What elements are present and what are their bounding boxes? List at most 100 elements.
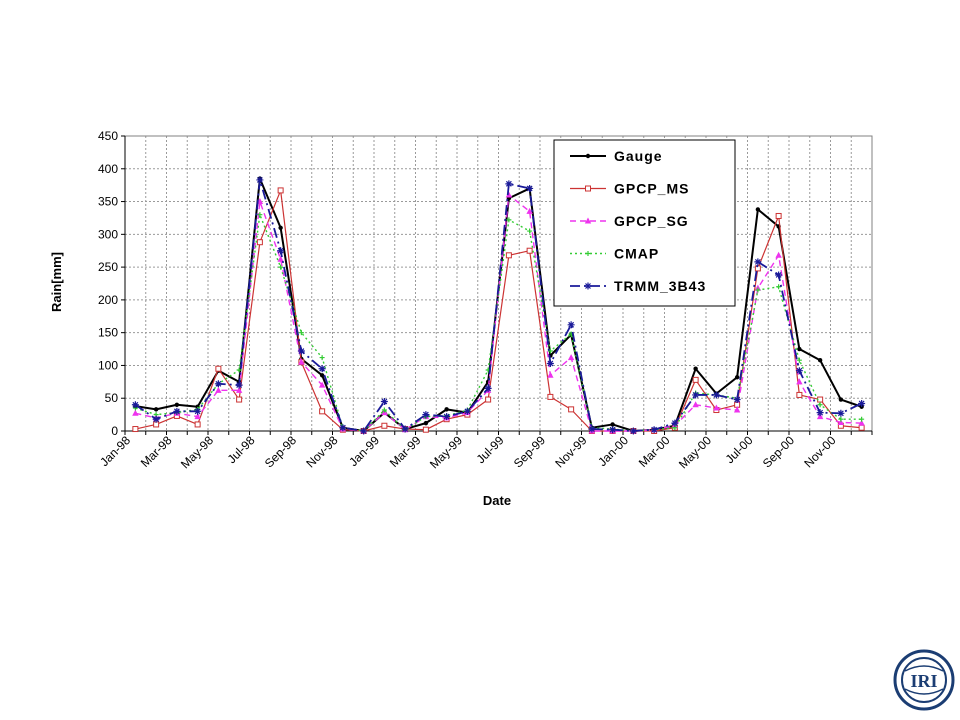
data-point	[816, 409, 824, 417]
legend-label: TRMM_3B43	[614, 278, 706, 294]
data-point	[795, 367, 803, 375]
data-point	[692, 391, 700, 399]
legend-item: GPCP_MS	[570, 181, 689, 197]
data-point	[194, 413, 201, 420]
data-point	[484, 384, 492, 392]
x-axis-title: Date	[483, 493, 511, 508]
legend-box	[553, 139, 736, 307]
x-tick-label: Jan-98	[97, 433, 133, 469]
data-point	[506, 217, 512, 223]
x-tick-label: Mar-00	[636, 433, 673, 470]
legend-item: GPCP_SG	[570, 213, 688, 229]
legend-label: Gauge	[614, 148, 663, 164]
legend-marker	[585, 185, 591, 192]
data-point	[693, 366, 698, 371]
data-point	[319, 373, 325, 378]
iri-logo-text: IRI	[910, 671, 937, 691]
data-point	[298, 330, 304, 336]
data-point	[236, 367, 242, 373]
data-point	[733, 396, 741, 404]
data-point	[381, 407, 387, 413]
data-point	[153, 407, 159, 412]
x-tick-label: Sep-00	[760, 433, 797, 470]
x-tick-label: Jul-99	[474, 433, 507, 466]
x-tick-label: Nov-99	[552, 433, 589, 470]
data-point	[485, 396, 492, 403]
data-point	[713, 404, 720, 411]
data-point	[256, 239, 263, 246]
data-point	[837, 418, 845, 425]
data-point	[650, 426, 658, 434]
data-point	[318, 381, 326, 388]
data-point	[444, 407, 449, 412]
data-point	[796, 357, 802, 363]
y-tick-label: 300	[98, 227, 118, 241]
legend-item: Gauge	[570, 148, 663, 164]
data-point	[235, 381, 243, 389]
data-point	[152, 415, 160, 423]
data-point	[297, 347, 305, 355]
data-point	[256, 176, 264, 184]
x-tick-label: Sep-99	[511, 433, 548, 470]
data-point	[859, 416, 865, 422]
legend-marker	[584, 217, 592, 224]
data-point	[277, 187, 284, 194]
data-point	[526, 247, 533, 254]
data-point	[547, 371, 554, 378]
y-tick-label: 50	[105, 391, 119, 405]
data-point	[671, 419, 679, 427]
data-point	[422, 426, 429, 433]
data-point	[526, 207, 533, 214]
data-point	[278, 264, 284, 270]
x-tick-label: Mar-99	[387, 433, 424, 470]
data-point	[568, 406, 575, 413]
y-axis-ticks: 0 50 100 150 200 250 300 350 400 450	[98, 129, 125, 438]
data-point	[132, 426, 139, 433]
legend-label: CMAP	[614, 246, 659, 262]
data-point	[775, 251, 782, 258]
iri-logo: IRI	[893, 649, 955, 711]
data-point	[858, 424, 865, 431]
data-point	[278, 225, 283, 230]
data-point	[629, 427, 637, 435]
x-tick-label: May-98	[178, 433, 216, 471]
data-point	[339, 424, 347, 432]
data-point	[567, 354, 575, 361]
data-point	[214, 380, 222, 388]
series-line	[135, 189, 862, 432]
data-point	[505, 191, 513, 198]
x-tick-label: Mar-98	[138, 433, 175, 470]
legend: Gauge GPCP_MS GPCP_SG CMAP TRMM_3B43	[553, 139, 736, 307]
series-line	[135, 213, 862, 432]
data-point	[319, 408, 326, 415]
data-point	[755, 287, 761, 293]
legend-label: GPCP_MS	[614, 181, 689, 197]
data-point	[423, 420, 429, 426]
y-tick-label: 0	[111, 424, 118, 438]
y-tick-label: 100	[98, 358, 118, 372]
data-point	[858, 419, 865, 426]
data-point	[796, 391, 803, 398]
data-point	[837, 409, 845, 417]
legend-item: CMAP	[570, 246, 659, 262]
data-point	[505, 180, 513, 188]
y-axis-title: Rain[mm]	[49, 252, 64, 312]
data-point	[734, 375, 740, 380]
data-point	[546, 359, 554, 367]
x-tick-label: Nov-98	[303, 433, 340, 470]
data-point	[817, 402, 823, 408]
data-point	[610, 422, 615, 427]
data-point	[194, 421, 201, 428]
x-tick-label: Jul-00	[723, 433, 756, 466]
data-point	[174, 402, 180, 407]
data-point	[754, 258, 762, 266]
data-point	[380, 398, 388, 405]
x-tick-label: Jul-98	[225, 433, 258, 466]
data-point	[755, 207, 761, 212]
data-point	[609, 426, 617, 434]
data-point	[797, 346, 802, 352]
chart-series	[131, 176, 866, 435]
data-point	[775, 212, 782, 219]
x-tick-label: Jan-00	[595, 433, 631, 469]
data-point	[505, 252, 512, 259]
